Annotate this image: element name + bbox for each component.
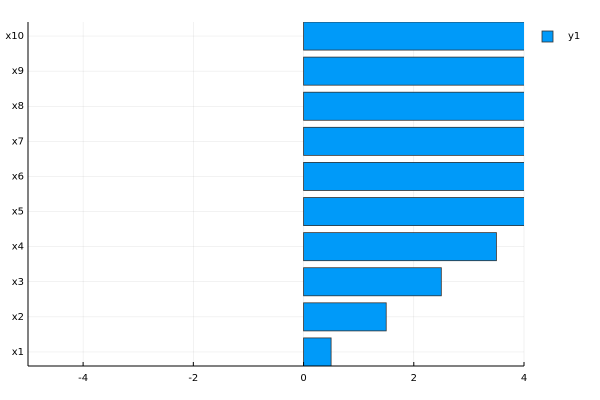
bar: [303, 232, 497, 262]
y-tick-label: x9: [12, 66, 24, 77]
y-tick-label: x1: [12, 347, 24, 358]
x-tick-label: -4: [78, 373, 88, 384]
bar: [303, 162, 524, 191]
x-tick-label: 2: [411, 373, 417, 384]
bar: [303, 22, 524, 51]
y-tick-label: x5: [12, 207, 24, 218]
x-tick-label: 0: [300, 373, 306, 384]
y-tick-label: x2: [12, 312, 24, 323]
axes: -4 -2 0 2 4 x1 x2 x3 x4 x5 x6 x7 x8 x9 x10 y1: [5, 22, 580, 384]
bar: [303, 56, 524, 86]
x-tick-label: -2: [188, 373, 198, 384]
y-tick-label: x3: [12, 277, 24, 288]
legend-label: y1: [568, 31, 580, 42]
bar: [303, 197, 524, 226]
bar: [303, 267, 442, 297]
bars: [303, 22, 524, 366]
x-tick-label: 4: [521, 373, 527, 384]
bar: [303, 337, 332, 366]
bar: [303, 302, 387, 332]
y-tick-label: x10: [5, 31, 24, 42]
y-tick-label: x8: [12, 101, 24, 112]
bar: [303, 126, 524, 156]
y-tick-label: x7: [12, 136, 24, 147]
bar: [303, 91, 524, 121]
legend-swatch: [541, 30, 554, 43]
y-tick-label: x4: [12, 242, 24, 253]
y-tick-label: x6: [12, 171, 24, 182]
